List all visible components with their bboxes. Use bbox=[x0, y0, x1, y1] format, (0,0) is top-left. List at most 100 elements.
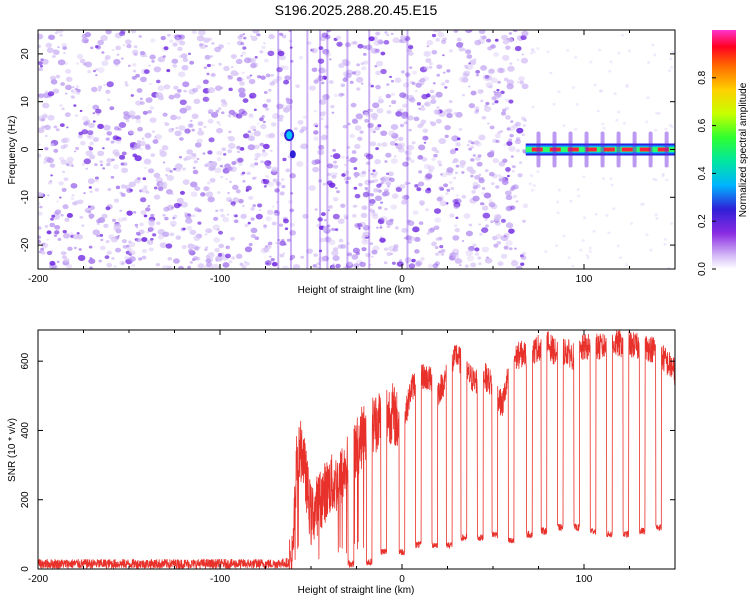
spectrogram-speckle bbox=[324, 236, 332, 243]
spectrogram-speckle bbox=[249, 132, 254, 136]
spectrogram-speckle bbox=[163, 46, 169, 51]
spectrogram-speckle bbox=[313, 253, 318, 257]
spectrogram-speckle bbox=[66, 156, 74, 163]
spectrogram-speckle bbox=[44, 224, 49, 228]
spectrogram-speckle bbox=[91, 86, 98, 93]
spectrogram-speckle bbox=[138, 147, 143, 151]
spectrogram-speckle bbox=[159, 150, 167, 157]
spectrogram-speckle bbox=[241, 78, 245, 81]
spectrogram-speckle bbox=[404, 36, 411, 42]
spectrogram-speckle bbox=[38, 250, 42, 254]
spectrogram-speckle bbox=[76, 92, 80, 95]
spectrogram-speckle bbox=[516, 58, 520, 61]
spectrogram-speckle bbox=[461, 194, 467, 199]
spectrogram-speckle bbox=[409, 159, 415, 164]
spectrogram-speckle bbox=[180, 53, 188, 59]
spectrogram-speckle bbox=[163, 121, 166, 124]
spectrogram-speckle bbox=[284, 227, 289, 231]
spectrogram-speckle bbox=[226, 135, 231, 139]
spectrogram-speckle bbox=[174, 130, 182, 137]
spectrogram-speckle bbox=[249, 163, 256, 168]
spectrogram-speckle bbox=[53, 234, 58, 238]
spectrogram-speckle bbox=[511, 170, 515, 173]
spectrogram-speckle bbox=[106, 81, 114, 88]
spectrogram-speckle bbox=[196, 157, 200, 161]
spectrogram-speckle bbox=[278, 118, 283, 122]
spectrogram-speckle bbox=[270, 258, 275, 262]
spectrogram-speckle bbox=[321, 255, 329, 262]
spectrogram-speckle bbox=[133, 211, 137, 214]
spectrogram-speckle bbox=[85, 150, 93, 157]
spectrogram-strong-blob bbox=[289, 150, 296, 159]
spectrogram-speckle bbox=[373, 212, 379, 217]
spectrogram-speckle bbox=[140, 187, 148, 193]
spectrogram-speckle bbox=[451, 248, 460, 255]
spectrogram-speckle bbox=[182, 81, 190, 88]
spectrogram-speckle bbox=[73, 150, 77, 153]
spectrogram-speckle bbox=[532, 184, 536, 187]
spectrogram-speckle bbox=[384, 207, 388, 211]
spectrogram-speckle bbox=[403, 194, 410, 200]
spectrogram-speckle bbox=[381, 141, 388, 147]
spectrogram-speckle bbox=[61, 138, 68, 144]
spectrogram-speckle bbox=[488, 171, 495, 177]
spectrogram-speckle bbox=[74, 200, 80, 205]
spectrogram-speckle bbox=[187, 265, 192, 269]
spectrogram-speckle bbox=[202, 152, 206, 155]
spectrogram-speckle bbox=[498, 161, 506, 167]
spectrogram-speckle bbox=[446, 167, 454, 173]
spectrogram-speckle bbox=[103, 223, 109, 228]
spectrogram-speckle bbox=[211, 64, 215, 67]
snr-y-tick-label: 600 bbox=[20, 352, 31, 369]
spectrogram-speckle bbox=[66, 263, 73, 269]
spectrogram-speckle bbox=[83, 158, 91, 165]
spectrogram-speckle bbox=[426, 39, 434, 46]
spectrogram-speckle bbox=[88, 258, 96, 264]
spectrogram-speckle bbox=[585, 254, 589, 257]
spectrogram-speckle bbox=[178, 155, 183, 159]
spectrogram-speckle bbox=[204, 54, 211, 60]
spectrogram-speckle bbox=[75, 62, 80, 65]
spectrogram-speckle bbox=[329, 264, 336, 269]
spectrogram-speckle bbox=[62, 233, 70, 239]
spectrogram-speckle bbox=[408, 44, 411, 47]
spectrogram-speckle bbox=[488, 85, 493, 89]
spectrogram-speckle bbox=[89, 207, 93, 211]
spectrogram-speckle bbox=[500, 218, 506, 223]
spectrogram-speckle bbox=[126, 210, 133, 216]
spectrogram-speckle bbox=[433, 208, 442, 214]
spectrogram-speckle bbox=[236, 77, 243, 82]
spectrogram-speckle bbox=[64, 252, 68, 255]
spectrogram-speckle bbox=[347, 122, 351, 126]
spectrogram-speckle bbox=[479, 202, 485, 206]
spectrogram-speckle bbox=[275, 181, 281, 186]
spectrogram-speckle bbox=[107, 188, 112, 192]
spectrogram-streak bbox=[289, 30, 292, 269]
spectrogram-speckle bbox=[425, 173, 433, 179]
spectrogram-speckle bbox=[472, 185, 478, 190]
spectrogram-speckle bbox=[389, 140, 396, 146]
spectrogram-speckle bbox=[366, 189, 369, 192]
spectrogram-speckle bbox=[268, 88, 272, 92]
spectrogram-speckle bbox=[38, 202, 41, 205]
spectrogram-speckle bbox=[278, 223, 284, 227]
spectrogram-speckle bbox=[435, 252, 440, 256]
spectrogram-speckle bbox=[500, 235, 509, 242]
spectrogram-speckle bbox=[493, 90, 496, 93]
spectrogram-speckle bbox=[279, 253, 285, 258]
spectrogram-speckle bbox=[44, 134, 48, 138]
spectrogram-speckle bbox=[468, 147, 472, 151]
spectrogram-speckle bbox=[192, 87, 199, 93]
spectrogram-speckle bbox=[261, 151, 268, 157]
spectrogram-speckle bbox=[361, 170, 367, 175]
spectrogram-speckle bbox=[253, 108, 257, 111]
spectrogram-speckle bbox=[179, 107, 187, 114]
spectrogram-speckle bbox=[101, 213, 108, 219]
spectrogram-speckle bbox=[40, 251, 46, 255]
spectrogram-speckle bbox=[492, 158, 499, 164]
spectrogram-speckle bbox=[279, 240, 286, 246]
spectrogram-speckle bbox=[431, 146, 438, 152]
spectrogram-speckle bbox=[470, 262, 477, 268]
spectrogram-speckle bbox=[399, 184, 406, 189]
spectrogram-speckle bbox=[39, 205, 43, 209]
